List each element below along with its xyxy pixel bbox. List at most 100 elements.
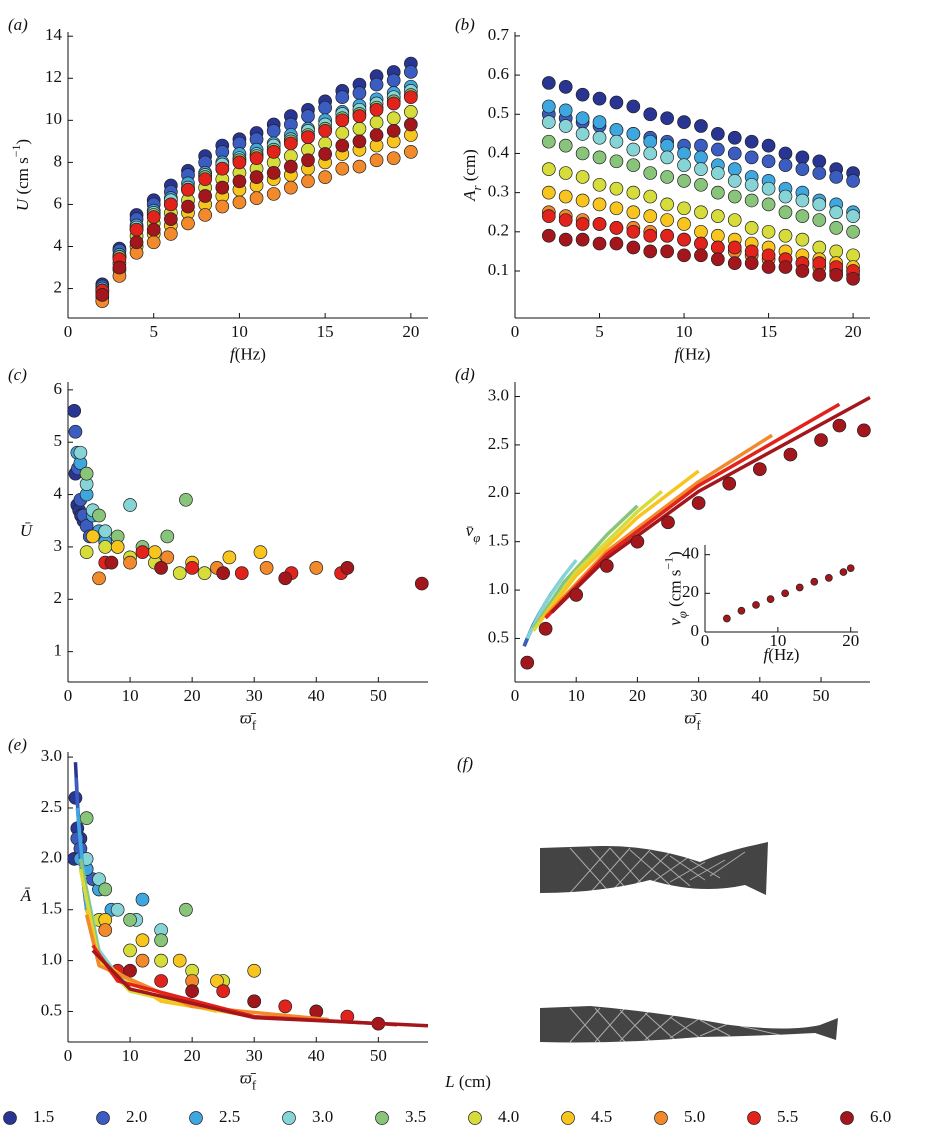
data-line — [525, 558, 578, 640]
data-point — [98, 923, 113, 937]
y-axis-label: Ar (cm) — [460, 149, 484, 202]
data-point — [404, 145, 418, 159]
data-point — [558, 232, 573, 247]
data-point — [825, 574, 833, 582]
data-point — [68, 424, 83, 439]
data-point — [215, 199, 230, 214]
y-axis-label-part: φ — [473, 531, 480, 545]
data-point — [266, 166, 281, 180]
data-point — [386, 96, 401, 111]
legend-swatch — [282, 1111, 296, 1125]
data-point — [737, 606, 746, 615]
data-point — [660, 228, 674, 243]
y-tick-label: 2 — [54, 588, 63, 607]
data-point — [95, 288, 110, 302]
x-tick-label: 15 — [760, 322, 777, 341]
data-point — [592, 150, 607, 165]
x-axis-label-part: f — [252, 1078, 257, 1092]
y-axis-label-part: A — [460, 190, 479, 202]
data-point — [558, 138, 573, 153]
data-point — [352, 121, 367, 136]
data-point — [179, 492, 193, 507]
data-point — [67, 403, 82, 418]
data-point — [711, 240, 725, 255]
legend-label: 5.5 — [777, 1107, 798, 1126]
y-tick-label: 3.0 — [41, 746, 62, 765]
y-axis-label-part: φ — [675, 611, 689, 618]
x-tick-label: 30 — [246, 1046, 263, 1065]
data-line — [550, 395, 871, 614]
data-point — [575, 87, 590, 102]
data-point — [711, 252, 725, 267]
data-point — [112, 260, 127, 275]
data-point — [643, 209, 658, 223]
y-axis-label-part: Ū — [20, 521, 34, 540]
data-point — [711, 228, 725, 243]
data-point — [123, 555, 137, 570]
panel-f-images — [540, 842, 838, 1043]
y-axis-label-part: −1 — [9, 145, 23, 158]
mesh-image — [540, 842, 768, 895]
data-point — [626, 127, 641, 141]
legend-label: 4.5 — [591, 1107, 612, 1126]
x-tick-label: 0 — [64, 322, 73, 341]
data-point — [778, 146, 793, 161]
data-point — [85, 529, 100, 544]
data-point — [626, 240, 641, 255]
y-axis-label: v̄φ — [466, 521, 481, 545]
data-point — [609, 154, 624, 169]
data-point — [727, 130, 742, 145]
data-point — [592, 91, 607, 106]
x-axis-label-part: f — [764, 645, 771, 664]
legend-label: 3.5 — [405, 1107, 426, 1126]
y-tick-label: 0.3 — [488, 182, 509, 201]
y-axis-label-part: ) — [13, 139, 32, 145]
data-point — [520, 655, 535, 670]
data-point — [352, 109, 367, 123]
data-point — [414, 576, 429, 591]
legend-swatch — [654, 1111, 668, 1125]
legend-title-part: L — [444, 1072, 454, 1091]
legend-label: 2.5 — [219, 1107, 240, 1126]
data-point — [795, 264, 810, 278]
data-point — [386, 111, 401, 126]
data-point — [609, 95, 624, 110]
data-point — [335, 161, 350, 176]
data-point — [626, 99, 641, 114]
data-point — [609, 134, 624, 149]
data-point — [541, 228, 556, 243]
y-axis-label-part: U — [13, 197, 32, 211]
x-tick-label: 40 — [751, 686, 768, 705]
data-point — [761, 181, 776, 196]
data-point — [677, 201, 691, 216]
data-point — [781, 589, 789, 598]
y-tick-label: 2 — [54, 277, 63, 296]
data-point — [558, 166, 573, 180]
x-axis-label-part: (Hz) — [679, 344, 710, 363]
data-point — [609, 221, 624, 235]
data-point — [335, 113, 350, 128]
data-point — [761, 260, 776, 274]
mesh-hatch — [569, 847, 746, 894]
x-tick-label: 10 — [122, 1046, 139, 1065]
data-point — [592, 197, 607, 212]
y-tick-label: 10 — [45, 109, 62, 128]
data-point — [832, 418, 847, 433]
data-point — [301, 130, 315, 144]
data-point — [247, 963, 262, 978]
data-point — [335, 90, 350, 105]
data-point — [386, 123, 401, 138]
data-point — [79, 466, 94, 481]
legend-label: 1.5 — [33, 1107, 54, 1126]
data-point — [810, 577, 819, 586]
data-point — [404, 90, 418, 105]
data-point — [185, 561, 199, 575]
data-point — [812, 154, 827, 169]
data-point — [318, 147, 332, 161]
data-point — [222, 550, 237, 565]
data-point — [197, 566, 212, 580]
data-point — [123, 913, 137, 927]
data-point — [727, 189, 742, 204]
data-point — [284, 159, 298, 174]
data-point — [744, 221, 759, 235]
